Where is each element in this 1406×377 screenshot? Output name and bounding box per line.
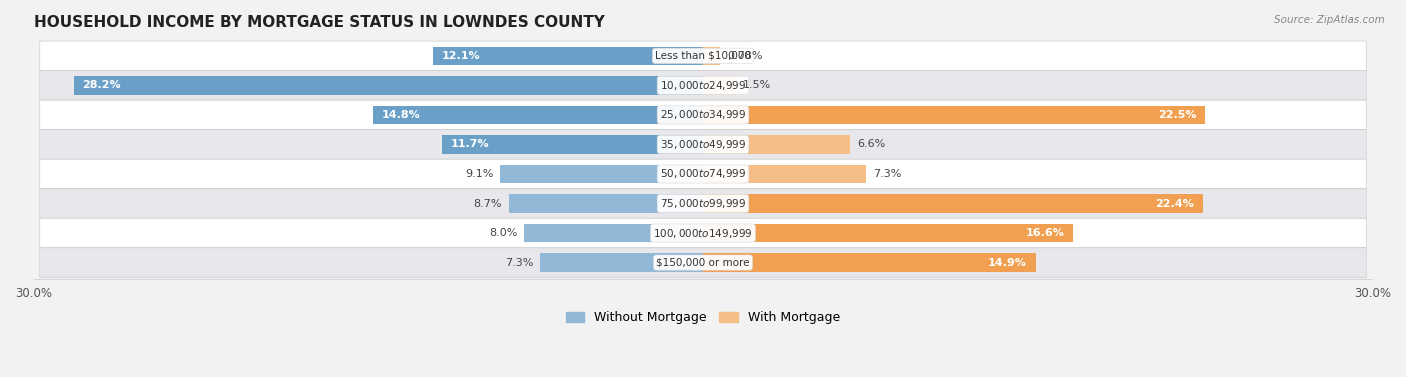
Text: 6.6%: 6.6% <box>858 139 886 149</box>
Bar <box>703 47 720 65</box>
FancyBboxPatch shape <box>39 41 1367 70</box>
Text: 8.7%: 8.7% <box>474 199 502 208</box>
Bar <box>703 106 1205 124</box>
Bar <box>433 47 703 65</box>
Bar <box>373 106 703 124</box>
Legend: Without Mortgage, With Mortgage: Without Mortgage, With Mortgage <box>561 306 845 329</box>
Text: $100,000 to $149,999: $100,000 to $149,999 <box>654 227 752 239</box>
Text: 22.4%: 22.4% <box>1156 199 1194 208</box>
FancyBboxPatch shape <box>39 130 1367 159</box>
Bar <box>501 165 703 183</box>
Text: 14.9%: 14.9% <box>988 257 1026 268</box>
FancyBboxPatch shape <box>39 189 1367 218</box>
Bar <box>703 165 866 183</box>
Bar <box>703 135 851 153</box>
Bar <box>509 195 703 213</box>
Text: 11.7%: 11.7% <box>451 139 489 149</box>
Text: $150,000 or more: $150,000 or more <box>657 257 749 268</box>
Text: 7.3%: 7.3% <box>873 169 901 179</box>
Text: 1.5%: 1.5% <box>744 80 772 90</box>
Text: 14.8%: 14.8% <box>381 110 420 120</box>
Text: Source: ZipAtlas.com: Source: ZipAtlas.com <box>1274 15 1385 25</box>
Text: $35,000 to $49,999: $35,000 to $49,999 <box>659 138 747 151</box>
FancyBboxPatch shape <box>39 159 1367 189</box>
Bar <box>703 195 1204 213</box>
Text: 22.5%: 22.5% <box>1157 110 1197 120</box>
Text: 0.78%: 0.78% <box>727 51 762 61</box>
Text: 28.2%: 28.2% <box>83 80 121 90</box>
Text: 16.6%: 16.6% <box>1025 228 1064 238</box>
Bar <box>703 224 1073 242</box>
Text: 7.3%: 7.3% <box>505 257 533 268</box>
Text: $10,000 to $24,999: $10,000 to $24,999 <box>659 79 747 92</box>
Text: $25,000 to $34,999: $25,000 to $34,999 <box>659 109 747 121</box>
Text: $75,000 to $99,999: $75,000 to $99,999 <box>659 197 747 210</box>
FancyBboxPatch shape <box>39 100 1367 130</box>
Bar <box>703 253 1035 272</box>
Text: 9.1%: 9.1% <box>465 169 494 179</box>
Text: 12.1%: 12.1% <box>441 51 481 61</box>
FancyBboxPatch shape <box>39 70 1367 100</box>
Text: HOUSEHOLD INCOME BY MORTGAGE STATUS IN LOWNDES COUNTY: HOUSEHOLD INCOME BY MORTGAGE STATUS IN L… <box>34 15 605 30</box>
Text: $50,000 to $74,999: $50,000 to $74,999 <box>659 167 747 181</box>
Bar <box>540 253 703 272</box>
Text: Less than $10,000: Less than $10,000 <box>655 51 751 61</box>
Bar <box>441 135 703 153</box>
Text: 8.0%: 8.0% <box>489 228 517 238</box>
FancyBboxPatch shape <box>39 248 1367 277</box>
Bar <box>703 76 737 95</box>
FancyBboxPatch shape <box>39 218 1367 248</box>
Bar <box>524 224 703 242</box>
Bar <box>73 76 703 95</box>
